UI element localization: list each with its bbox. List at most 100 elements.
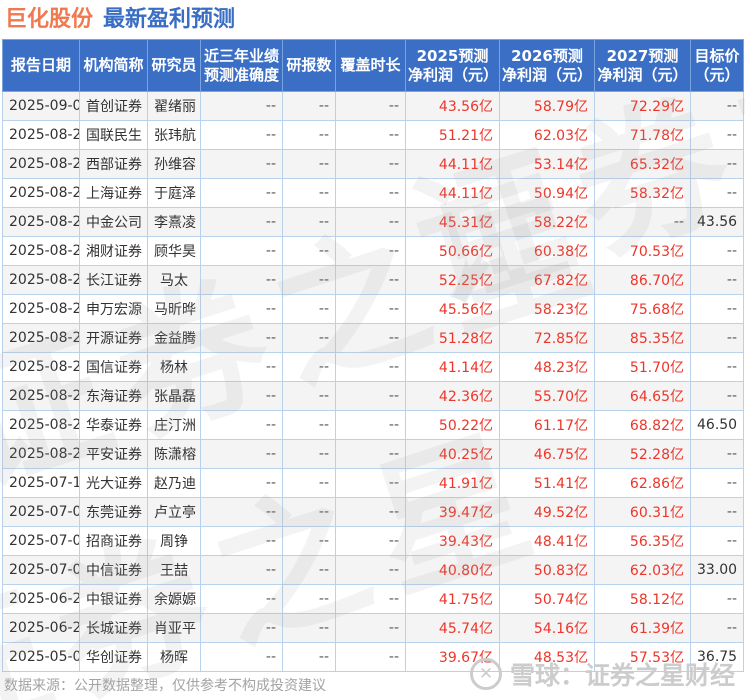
cell-date: 2025-08-27: [2, 439, 80, 469]
cell-target: --: [690, 91, 744, 121]
cell-f2025: 41.14亿: [405, 352, 500, 382]
cell-accuracy: --: [200, 613, 283, 643]
cell-f2026: 49.52亿: [499, 497, 595, 527]
cell-analyst: 张玮航: [147, 120, 201, 150]
cell-date: 2025-08-28: [2, 265, 80, 295]
cell-target: --: [690, 439, 744, 469]
cell-f2026: 50.94亿: [499, 178, 595, 208]
table-row: 2025-08-29国联民生张玮航------51.21亿62.03亿71.78…: [2, 120, 744, 150]
cell-date: 2025-09-02: [2, 91, 80, 121]
table-row: 2025-07-09招商证券周铮------39.43亿48.41亿56.35亿…: [2, 526, 744, 556]
cell-f2027: 85.35亿: [594, 323, 691, 353]
column-header-analyst: 研究员: [147, 39, 201, 92]
column-header-org: 机构简称: [79, 39, 148, 92]
cell-reports: --: [282, 178, 336, 208]
cell-coverage: --: [335, 439, 406, 469]
cell-f2027: --: [594, 207, 691, 237]
cell-accuracy: --: [200, 236, 283, 266]
cell-org: 华创证券: [79, 642, 148, 672]
cell-date: 2025-06-24: [2, 613, 80, 643]
cell-f2026: 48.53亿: [499, 642, 595, 672]
cell-target: 46.50: [690, 410, 744, 440]
cell-f2027: 58.12亿: [594, 584, 691, 614]
cell-f2025: 52.25亿: [405, 265, 500, 295]
cell-accuracy: --: [200, 149, 283, 179]
cell-coverage: --: [335, 555, 406, 585]
cell-coverage: --: [335, 526, 406, 556]
cell-coverage: --: [335, 207, 406, 237]
cell-date: 2025-08-28: [2, 323, 80, 353]
cell-f2025: 40.80亿: [405, 555, 500, 585]
cell-target: --: [690, 613, 744, 643]
cell-accuracy: --: [200, 265, 283, 295]
cell-coverage: --: [335, 642, 406, 672]
cell-date: 2025-08-29: [2, 149, 80, 179]
cell-org: 东海证券: [79, 381, 148, 411]
cell-f2027: 57.53亿: [594, 642, 691, 672]
table-header: 报告日期 机构简称 研究员 近三年业绩 预测准确度 研报数 覆盖时长 2025预测 净利润（元）…: [2, 39, 744, 92]
cell-org: 平安证券: [79, 439, 148, 469]
table-row: 2025-08-28湘财证券顾华昊------50.66亿60.38亿70.53…: [2, 236, 744, 266]
cell-reports: --: [282, 323, 336, 353]
cell-target: 43.56: [690, 207, 744, 237]
cell-f2027: 71.78亿: [594, 120, 691, 150]
cell-f2026: 50.74亿: [499, 584, 595, 614]
cell-target: --: [690, 584, 744, 614]
cell-org: 东莞证券: [79, 497, 148, 527]
cell-f2025: 50.66亿: [405, 236, 500, 266]
cell-f2027: 62.03亿: [594, 555, 691, 585]
cell-date: 2025-07-09: [2, 526, 80, 556]
column-header-target: 目标价 （元）: [690, 39, 744, 92]
cell-f2026: 61.17亿: [499, 410, 595, 440]
cell-f2027: 51.70亿: [594, 352, 691, 382]
cell-reports: --: [282, 91, 336, 121]
cell-target: --: [690, 265, 744, 295]
cell-f2026: 54.16亿: [499, 613, 595, 643]
cell-analyst: 马太: [147, 265, 201, 295]
cell-f2027: 60.31亿: [594, 497, 691, 527]
cell-reports: --: [282, 468, 336, 498]
table-row: 2025-08-29西部证券孙维容------44.11亿53.14亿65.32…: [2, 149, 744, 179]
table-row: 2025-08-28东海证券张晶磊------42.36亿55.70亿64.65…: [2, 381, 744, 411]
cell-f2025: 45.74亿: [405, 613, 500, 643]
table-row: 2025-08-27华泰证券庄汀洲------50.22亿61.17亿68.82…: [2, 410, 744, 440]
table-row: 2025-08-28国信证券杨林------41.14亿48.23亿51.70亿…: [2, 352, 744, 382]
cell-target: --: [690, 120, 744, 150]
cell-coverage: --: [335, 265, 406, 295]
cell-reports: --: [282, 207, 336, 237]
cell-coverage: --: [335, 410, 406, 440]
cell-coverage: --: [335, 497, 406, 527]
cell-accuracy: --: [200, 91, 283, 121]
cell-org: 上海证券: [79, 178, 148, 208]
cell-coverage: --: [335, 178, 406, 208]
cell-f2025: 41.91亿: [405, 468, 500, 498]
page-title: 巨化股份 最新盈利预测: [0, 0, 745, 39]
cell-analyst: 王喆: [147, 555, 201, 585]
cell-analyst: 杨林: [147, 352, 201, 382]
cell-coverage: --: [335, 584, 406, 614]
cell-f2025: 39.67亿: [405, 642, 500, 672]
table-row: 2025-08-28申万宏源马昕晔------45.56亿58.23亿75.68…: [2, 294, 744, 324]
cell-f2026: 50.83亿: [499, 555, 595, 585]
cell-target: --: [690, 149, 744, 179]
table-row: 2025-07-10光大证券赵乃迪------41.91亿51.41亿62.86…: [2, 468, 744, 498]
cell-date: 2025-05-02: [2, 642, 80, 672]
cell-f2027: 86.70亿: [594, 265, 691, 295]
cell-analyst: 肖亚平: [147, 613, 201, 643]
cell-f2026: 58.22亿: [499, 207, 595, 237]
cell-org: 中金公司: [79, 207, 148, 237]
cell-f2025: 42.36亿: [405, 381, 500, 411]
cell-f2026: 58.23亿: [499, 294, 595, 324]
brand-watermark: ✕ 雪球：证券之星财经: [469, 656, 735, 692]
cell-analyst: 杨晖: [147, 642, 201, 672]
cell-date: 2025-08-28: [2, 294, 80, 324]
table-row: 2025-07-09东莞证券卢立亭------39.47亿49.52亿60.31…: [2, 497, 744, 527]
cell-f2025: 50.22亿: [405, 410, 500, 440]
table-row: 2025-08-28长江证券马太------52.25亿67.82亿86.70亿…: [2, 265, 744, 295]
stock-name: 巨化股份: [5, 7, 94, 32]
cell-reports: --: [282, 236, 336, 266]
cell-f2027: 62.86亿: [594, 468, 691, 498]
cell-coverage: --: [335, 613, 406, 643]
cell-target: --: [690, 323, 744, 353]
cell-coverage: --: [335, 294, 406, 324]
